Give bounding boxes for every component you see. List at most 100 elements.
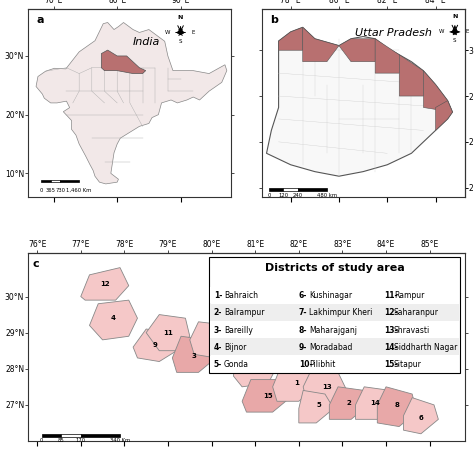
Polygon shape	[101, 50, 146, 73]
Text: Uttar Pradesh: Uttar Pradesh	[355, 28, 432, 38]
Text: 1-: 1-	[214, 291, 222, 300]
Polygon shape	[173, 336, 216, 372]
Text: 85: 85	[58, 438, 64, 443]
Polygon shape	[299, 391, 334, 423]
Circle shape	[453, 30, 456, 34]
FancyBboxPatch shape	[210, 287, 459, 303]
Text: S: S	[453, 38, 456, 43]
Text: 480 km: 480 km	[317, 194, 337, 198]
Text: 4-: 4-	[214, 343, 222, 352]
Bar	[51, 180, 60, 182]
Polygon shape	[133, 329, 177, 361]
FancyBboxPatch shape	[210, 257, 460, 374]
Text: Balrampur: Balrampur	[224, 308, 264, 317]
Text: 170: 170	[76, 438, 86, 443]
Text: 8-: 8-	[299, 326, 307, 335]
Circle shape	[179, 31, 182, 34]
Text: 11-: 11-	[384, 291, 398, 300]
Text: Moradabad: Moradabad	[309, 343, 352, 352]
Text: Rampur: Rampur	[394, 291, 424, 300]
Text: 2-: 2-	[214, 308, 222, 317]
Polygon shape	[329, 387, 369, 419]
Text: 7: 7	[255, 359, 260, 365]
Bar	[283, 188, 298, 191]
Bar	[61, 434, 81, 436]
Text: 13-: 13-	[384, 326, 398, 335]
Text: Gonda: Gonda	[224, 360, 249, 369]
Bar	[269, 188, 283, 191]
Text: 10-: 10-	[299, 360, 312, 369]
Polygon shape	[377, 387, 417, 427]
Text: Bijnor: Bijnor	[224, 343, 246, 352]
Text: 0: 0	[267, 194, 271, 198]
Text: W: W	[164, 30, 170, 35]
Bar	[298, 188, 327, 191]
FancyBboxPatch shape	[210, 356, 459, 373]
Polygon shape	[146, 315, 190, 351]
Text: 10: 10	[209, 339, 219, 345]
Text: E: E	[191, 30, 194, 35]
Text: Districts of study area: Districts of study area	[265, 262, 405, 273]
Text: 730: 730	[55, 188, 65, 193]
Text: 5: 5	[316, 402, 321, 408]
Polygon shape	[303, 27, 339, 62]
Polygon shape	[423, 71, 453, 112]
Polygon shape	[190, 322, 233, 358]
Text: 12: 12	[100, 281, 109, 287]
Text: 3: 3	[191, 353, 197, 359]
Polygon shape	[266, 27, 453, 176]
Text: Bareilly: Bareilly	[224, 326, 253, 335]
Text: 12-: 12-	[384, 308, 398, 317]
Text: 240: 240	[293, 194, 303, 198]
Polygon shape	[279, 27, 303, 50]
Text: W: W	[439, 29, 444, 34]
Text: 0: 0	[39, 188, 43, 193]
Text: 8: 8	[394, 402, 400, 408]
Text: Bahraich: Bahraich	[224, 291, 258, 300]
Polygon shape	[81, 268, 129, 300]
Text: 13: 13	[322, 384, 332, 390]
Text: S: S	[179, 39, 182, 44]
Polygon shape	[36, 22, 227, 184]
FancyBboxPatch shape	[210, 304, 459, 320]
Text: E: E	[465, 29, 469, 34]
Text: India: India	[132, 37, 160, 47]
Text: 6: 6	[419, 414, 423, 420]
Text: Lakhimpur Kheri: Lakhimpur Kheri	[309, 308, 372, 317]
Polygon shape	[339, 39, 375, 62]
Polygon shape	[273, 365, 316, 401]
Text: 14: 14	[370, 400, 380, 406]
Text: 1,460 Km: 1,460 Km	[66, 188, 92, 193]
Polygon shape	[436, 101, 453, 130]
Text: 365: 365	[46, 188, 55, 193]
Text: Sitapur: Sitapur	[394, 360, 422, 369]
Text: 340 Km: 340 Km	[110, 438, 130, 443]
Text: Shravasti: Shravasti	[394, 326, 430, 335]
Bar	[81, 434, 120, 436]
Text: N: N	[452, 14, 457, 19]
Text: Pilibhit: Pilibhit	[309, 360, 335, 369]
FancyBboxPatch shape	[210, 321, 459, 338]
Text: 1: 1	[294, 380, 299, 386]
Polygon shape	[233, 340, 282, 387]
Text: 14-: 14-	[384, 343, 398, 352]
Polygon shape	[242, 380, 290, 412]
Text: 0: 0	[40, 438, 43, 443]
Text: 15-: 15-	[384, 360, 397, 369]
Bar	[42, 434, 61, 436]
Text: Maharajganj: Maharajganj	[309, 326, 357, 335]
Text: 9-: 9-	[299, 343, 307, 352]
Text: Kushinagar: Kushinagar	[309, 291, 352, 300]
Text: c: c	[33, 259, 39, 269]
Polygon shape	[90, 300, 137, 340]
Text: 9: 9	[153, 342, 157, 348]
Bar	[60, 180, 79, 182]
Text: 5-: 5-	[214, 360, 222, 369]
Text: Saharanpur: Saharanpur	[394, 308, 439, 317]
Text: Siddharth Nagar: Siddharth Nagar	[394, 343, 457, 352]
Text: N: N	[178, 15, 183, 20]
Text: 7-: 7-	[299, 308, 307, 317]
Text: 11: 11	[163, 330, 173, 336]
Polygon shape	[356, 387, 395, 419]
Text: b: b	[270, 15, 278, 25]
